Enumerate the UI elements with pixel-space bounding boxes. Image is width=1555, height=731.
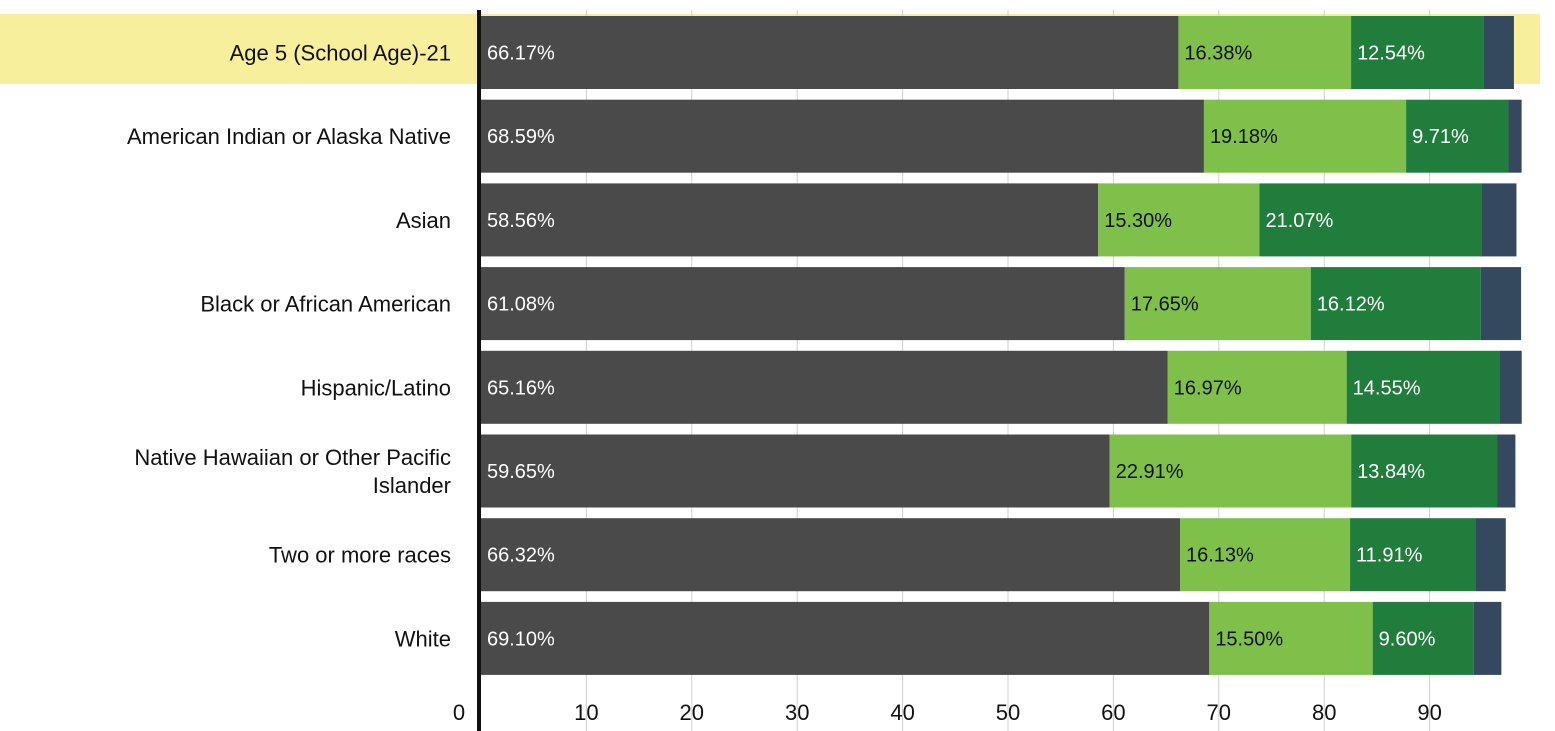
data-label: 12.54% <box>1357 43 1425 65</box>
data-label: 11.91% <box>1356 545 1423 567</box>
data-label: 15.50% <box>1215 628 1283 650</box>
data-label: 13.84% <box>1357 461 1425 483</box>
data-label: 14.55% <box>1353 377 1421 399</box>
bar-segment <box>1203 99 1407 173</box>
x-tick-label: 80 <box>1312 700 1336 725</box>
bar-segment <box>481 99 1204 173</box>
bar-segment <box>481 267 1125 341</box>
bar-segment <box>1109 434 1352 508</box>
bar-segment <box>481 350 1168 424</box>
data-label: 59.65% <box>487 461 555 483</box>
x-tick-label: 40 <box>890 700 914 725</box>
data-label: 58.56% <box>487 210 555 232</box>
bar-segment <box>1372 601 1474 675</box>
data-label: 68.59% <box>487 126 555 148</box>
bar-segment <box>1209 601 1373 675</box>
bar-segment <box>1167 350 1347 424</box>
x-tick-label: 90 <box>1417 700 1441 725</box>
bars: 66.17% 16.38% 12.54% 68.59% 19.18% 9.71% 58.56… <box>481 16 1522 675</box>
bar-segment <box>1475 518 1506 592</box>
category-label: Two or more races <box>269 543 451 568</box>
bar-segment <box>1346 350 1501 424</box>
data-label: 16.97% <box>1174 377 1242 399</box>
x-axis-ticks: 0 10 20 30 40 50 60 70 80 90 <box>453 700 1442 725</box>
category-labels: Age 5 (School Age)-21 American Indian or … <box>127 41 451 652</box>
bar-segment <box>1481 183 1517 257</box>
data-label: 66.32% <box>487 545 555 567</box>
bar-segment <box>1259 183 1482 257</box>
bar-segment <box>1350 518 1476 592</box>
bar-segment <box>1483 16 1514 89</box>
category-label: Black or African American <box>200 292 451 317</box>
category-label: Age 5 (School Age)-21 <box>230 41 451 66</box>
bar-segment <box>1473 601 1502 675</box>
category-label: Asian <box>396 208 451 233</box>
data-label: 61.08% <box>487 294 555 316</box>
category-label: Hispanic/Latino <box>301 375 451 400</box>
data-label: 9.60% <box>1379 628 1436 650</box>
data-label: 16.38% <box>1184 43 1252 65</box>
data-label: 21.07% <box>1265 210 1333 232</box>
data-label: 66.17% <box>487 43 555 65</box>
bar-segment <box>1178 16 1352 89</box>
bar-segment <box>1098 183 1260 257</box>
data-label: 15.30% <box>1104 210 1172 232</box>
bar-segment <box>1124 267 1311 341</box>
data-label: 69.10% <box>487 628 555 650</box>
x-tick-label: 50 <box>996 700 1020 725</box>
bar-segment <box>1406 99 1509 173</box>
x-tick-label: 60 <box>1101 700 1125 725</box>
x-tick-label: 0 <box>453 700 465 725</box>
bar-segment <box>1351 16 1484 89</box>
data-label: 9.71% <box>1412 126 1469 148</box>
x-tick-label: 10 <box>574 700 598 725</box>
x-tick-label: 20 <box>680 700 704 725</box>
category-label: Native Hawaiian or Other Pacific Islander <box>134 445 451 498</box>
bar-segment <box>481 601 1210 675</box>
data-label: 16.13% <box>1186 545 1254 567</box>
bar-segment <box>1180 518 1351 592</box>
data-label: 22.91% <box>1116 461 1184 483</box>
data-label: 65.16% <box>487 377 555 399</box>
bar-segment <box>1508 99 1522 173</box>
data-label: 19.18% <box>1210 126 1278 148</box>
bar-segment <box>481 518 1181 592</box>
category-label: American Indian or Alaska Native <box>127 124 451 149</box>
bar-segment <box>1497 434 1516 508</box>
bar-segment <box>1500 350 1522 424</box>
x-tick-label: 30 <box>785 700 809 725</box>
bar-segment <box>481 16 1179 89</box>
bar-segment <box>1351 434 1498 508</box>
data-label: 16.12% <box>1317 294 1385 316</box>
bar-segment <box>1480 267 1522 341</box>
data-label: 17.65% <box>1131 294 1199 316</box>
bar-segment <box>1310 267 1481 341</box>
bar-segment <box>481 434 1110 508</box>
bar-segment <box>481 183 1099 257</box>
x-tick-label: 70 <box>1207 700 1231 725</box>
category-label: White <box>395 626 451 651</box>
